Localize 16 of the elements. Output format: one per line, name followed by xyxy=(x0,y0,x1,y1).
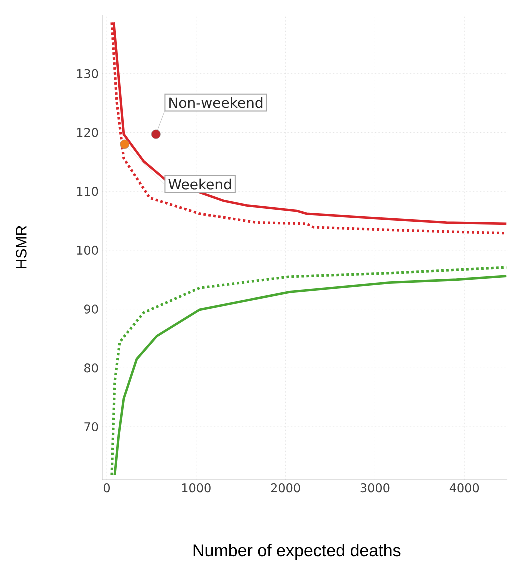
y-tick-label: 110 xyxy=(77,187,98,196)
y-tick-label: 90 xyxy=(84,304,98,314)
x-axis-title: Number of expected deaths xyxy=(194,544,401,560)
y-tick-label: 100 xyxy=(77,246,98,255)
y-tick-label: 130 xyxy=(77,69,98,78)
y-axis-title: HSMR xyxy=(16,226,27,268)
y-tick-label: 120 xyxy=(77,128,98,138)
x-tick-label: 1000 xyxy=(182,484,211,493)
x-tick-label: 0 xyxy=(104,484,110,493)
text: Weekend xyxy=(168,178,232,190)
x-tick-label: 3000 xyxy=(360,484,390,493)
y-tick-label: 70 xyxy=(84,422,98,432)
series-label: Non-weekend xyxy=(170,97,263,108)
x-tick-label: 2000 xyxy=(271,484,300,493)
y-tick-label: 80 xyxy=(84,364,98,373)
x-tick-label: 4000 xyxy=(450,484,480,493)
